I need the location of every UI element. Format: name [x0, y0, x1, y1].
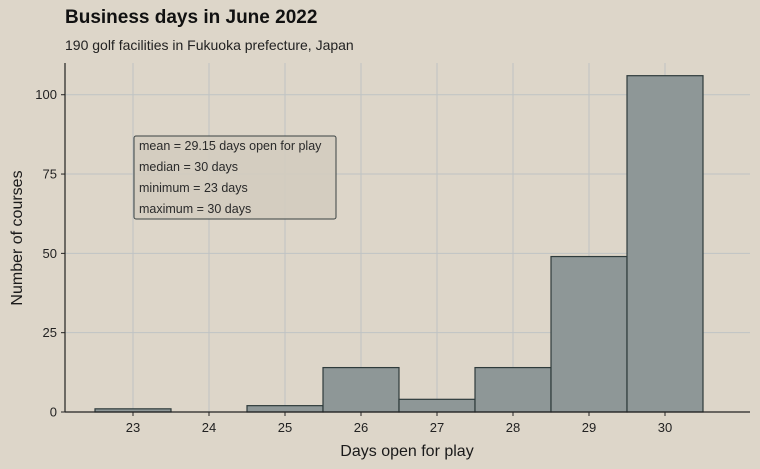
stats-annotation-box: mean = 29.15 days open for play median =…	[133, 135, 337, 220]
x-tick-label-28: 28	[506, 420, 520, 435]
x-tick-label-30: 30	[658, 420, 672, 435]
x-tick-labels: 23 24 25 26 27 28 29 30	[126, 420, 672, 435]
chart-title: Business days in June 2022	[65, 7, 318, 28]
bar-30	[626, 75, 704, 413]
bars	[94, 75, 704, 413]
y-tick-label-25: 25	[43, 325, 57, 340]
x-tick-label-23: 23	[126, 420, 140, 435]
x-axis-title: Days open for play	[340, 443, 473, 460]
y-tick-label-100: 100	[35, 87, 57, 102]
x-tick-label-24: 24	[202, 420, 216, 435]
x-tick-label-27: 27	[430, 420, 444, 435]
y-tick-labels: 0 25 50 75 100	[35, 87, 57, 419]
bar-26	[322, 366, 400, 413]
stat-mean: mean = 29.15 days open for play	[139, 139, 322, 153]
chart-subtitle: 190 golf facilities in Fukuoka prefectur…	[65, 37, 354, 53]
bar-25	[246, 405, 324, 413]
bar-29	[550, 255, 628, 413]
stat-minimum: minimum = 23 days	[139, 181, 248, 195]
y-tick-label-50: 50	[43, 246, 57, 261]
y-tick-label-0: 0	[50, 405, 57, 420]
stat-maximum: maximum = 30 days	[139, 202, 251, 216]
bar-28	[474, 366, 552, 413]
x-tick-label-26: 26	[354, 420, 368, 435]
x-tick-label-29: 29	[582, 420, 596, 435]
y-axis-title: Number of courses	[9, 170, 26, 305]
axes	[61, 63, 750, 416]
stats-annotation-background	[133, 135, 337, 220]
x-tick-label-25: 25	[278, 420, 292, 435]
y-tick-label-75: 75	[43, 167, 57, 182]
stat-median: median = 30 days	[139, 160, 238, 174]
bar-27	[398, 398, 476, 413]
